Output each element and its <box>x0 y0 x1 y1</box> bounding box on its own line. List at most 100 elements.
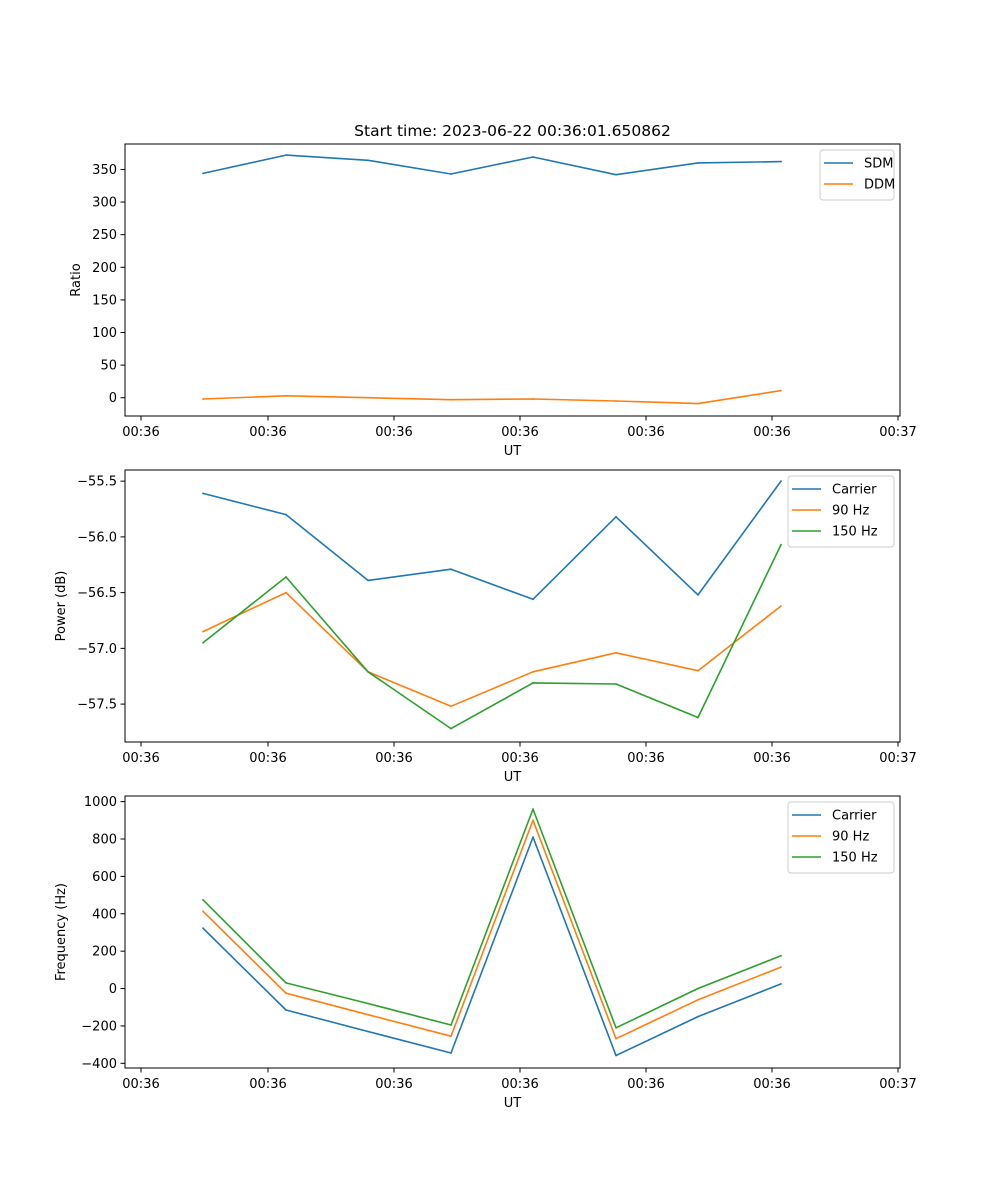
legend: Carrier 90 Hz 150 Hz <box>787 475 895 548</box>
data-point <box>697 162 699 164</box>
legend: Carrier 90 Hz 150 Hz <box>787 801 895 874</box>
data-point <box>532 682 534 684</box>
data-point <box>367 1030 369 1033</box>
x-tick-label: 00:36 <box>375 1077 412 1092</box>
y-tick-label: 150 <box>92 293 117 308</box>
x-tick-label: 00:36 <box>753 751 790 766</box>
x-tick-label: 00:36 <box>627 751 664 766</box>
x-tick-label: 00:37 <box>879 751 916 766</box>
data-point <box>367 1002 369 1005</box>
legend-label: DDM <box>864 178 895 193</box>
data-point <box>367 579 369 582</box>
data-point <box>780 160 782 163</box>
y-tick-label: 1000 <box>84 795 117 810</box>
data-point <box>202 910 204 913</box>
data-point <box>285 513 287 516</box>
data-point <box>780 389 782 392</box>
data-point <box>532 156 534 158</box>
data-point <box>697 716 699 719</box>
data-point <box>780 954 782 957</box>
data-point <box>450 568 452 571</box>
y-tick-label: 200 <box>92 945 117 960</box>
data-point <box>285 982 287 984</box>
data-point <box>450 398 452 401</box>
data-point <box>697 669 699 672</box>
data-point <box>532 808 534 810</box>
subplot-2: 00:36 00:36 00:36 00:36 00:36 00:36 00:37 −57.5… <box>54 469 917 785</box>
data-point <box>532 836 534 838</box>
legend-label: Carrier <box>832 483 877 498</box>
y-tick-label: 0 <box>109 982 117 997</box>
y-tick-label: 400 <box>92 907 117 922</box>
series-line-carrier <box>202 480 782 601</box>
series-line-90-hz <box>202 591 782 708</box>
subplot-1: 00:36 00:36 00:36 00:36 00:36 00:36 00:37 0 50 10… <box>69 143 917 459</box>
y-tick-label: 200 <box>92 261 117 276</box>
y-tick-label: −57.5 <box>77 698 117 713</box>
data-point <box>202 641 204 644</box>
data-point <box>615 683 617 685</box>
data-point <box>697 987 699 990</box>
data-point <box>697 1015 699 1018</box>
data-point <box>532 598 534 601</box>
axes-frame <box>124 143 901 417</box>
data-point <box>202 927 204 930</box>
data-point <box>285 1009 287 1011</box>
legend-label: Carrier <box>832 809 877 824</box>
data-point <box>367 670 369 673</box>
series-line-sdm <box>202 154 782 176</box>
x-tick-label: 00:36 <box>501 425 538 440</box>
x-tick-label: 00:36 <box>627 1077 664 1092</box>
data-point <box>285 992 287 995</box>
data-point <box>780 605 782 607</box>
data-point <box>532 819 534 822</box>
x-tick-label: 00:36 <box>249 1077 286 1092</box>
y-tick-label: 0 <box>109 391 117 406</box>
y-tick-label: −55.5 <box>77 475 117 490</box>
legend-label: 90 Hz <box>832 504 869 519</box>
data-point <box>780 983 782 985</box>
data-point <box>202 398 204 400</box>
data-point <box>615 1026 617 1029</box>
y-tick-label: 50 <box>100 359 117 374</box>
data-point <box>450 1035 452 1038</box>
axes-frame <box>124 469 901 743</box>
data-point <box>367 159 369 162</box>
legend-box <box>787 475 895 548</box>
data-point <box>202 630 204 633</box>
data-point <box>615 173 617 176</box>
legend-label: 90 Hz <box>832 830 869 845</box>
y-axis-label: Frequency (Hz) <box>54 883 69 981</box>
y-tick-label: −400 <box>81 1057 117 1072</box>
x-tick-label: 00:36 <box>122 751 159 766</box>
legend-box <box>787 801 895 874</box>
data-point <box>202 898 204 901</box>
x-tick-label: 00:36 <box>122 425 159 440</box>
data-point <box>202 172 204 175</box>
y-tick-label: 100 <box>92 326 117 341</box>
y-tick-label: 250 <box>92 228 117 243</box>
data-point <box>780 966 782 968</box>
series-line-ddm <box>202 389 782 405</box>
y-tick-label: 600 <box>92 870 117 885</box>
data-point <box>615 400 617 402</box>
data-point <box>450 1024 452 1026</box>
data-point <box>202 492 204 495</box>
data-point <box>780 543 782 546</box>
y-tick-label: −200 <box>81 1019 117 1034</box>
x-tick-label: 00:36 <box>249 425 286 440</box>
y-tick-label: −56.0 <box>77 530 117 545</box>
data-point <box>532 670 534 673</box>
data-point <box>450 1052 452 1054</box>
data-point <box>285 591 287 594</box>
x-tick-label: 00:37 <box>879 1077 916 1092</box>
x-tick-label: 00:37 <box>879 425 916 440</box>
figure-title: Start time: 2023-06-22 00:36:01.650862 <box>354 122 671 140</box>
data-point <box>285 154 287 157</box>
data-point <box>285 394 287 397</box>
data-point <box>615 651 617 654</box>
x-tick-label: 00:36 <box>753 425 790 440</box>
data-point <box>450 705 452 708</box>
data-point <box>367 1013 369 1016</box>
